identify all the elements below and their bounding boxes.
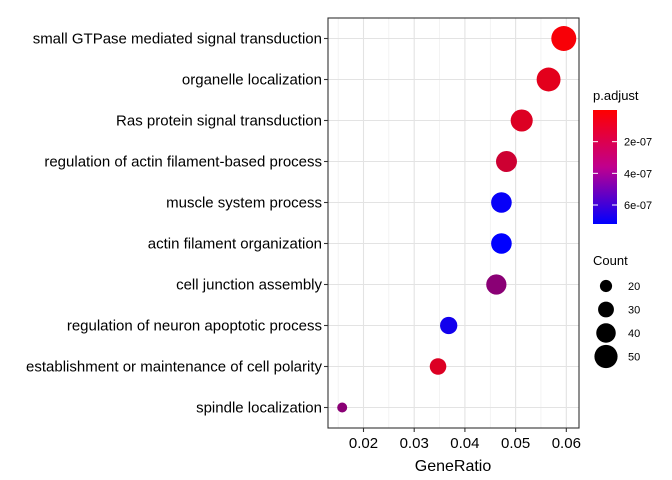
color-legend-label: 6e-07 [624,200,652,212]
x-tick-label: 0.04 [450,435,479,452]
size-legend-title: Count [593,253,628,268]
dot-establishment-or-maintenance-of-cell-polarity [430,358,447,375]
color-legend-label: 4e-07 [624,168,652,180]
size-legend-dot [596,323,616,343]
y-axis: small GTPase mediated signal transductio… [26,31,328,417]
size-legend-dot [598,302,614,318]
y-tick-label: organelle localization [182,72,322,89]
dot-regulation-of-actin-filament-based-process [496,151,517,172]
dot-spindle-localization [337,403,347,413]
dot-small-gtpase-mediated-signal-transduction [551,26,576,51]
y-tick-label: regulation of neuron apoptotic process [67,318,322,335]
size-legend-dot [600,280,612,292]
x-axis-title: GeneRatio [415,458,492,475]
size-legend-label: 20 [628,281,640,293]
dot-organelle-localization [537,68,561,92]
y-tick-label: actin filament organization [148,236,322,253]
size-legend-label: 50 [628,352,640,364]
x-tick-label: 0.05 [501,435,530,452]
color-legend: p.adjust 2e-07 4e-07 6e-07 [593,88,652,224]
size-legend-label: 40 [628,328,640,340]
color-legend-title: p.adjust [593,88,639,103]
x-tick-label: 0.06 [552,435,581,452]
color-legend-label: 2e-07 [624,137,652,149]
y-tick-label: spindle localization [196,400,322,417]
y-tick-label: cell junction assembly [176,277,322,294]
dot-cell-junction-assembly [486,274,506,294]
y-tick-label: regulation of actin filament-based proce… [44,154,322,171]
y-tick-label: small GTPase mediated signal transductio… [33,31,322,48]
size-legend-dot [594,345,617,368]
size-legend-label: 30 [628,305,640,317]
size-legend: Count 20 30 40 50 [593,253,640,368]
dot-muscle-system-process [491,192,512,213]
x-tick-label: 0.02 [349,435,378,452]
dot-ras-protein-signal-transduction [511,109,533,131]
y-tick-label: Ras protein signal transduction [116,113,322,130]
y-tick-label: establishment or maintenance of cell pol… [26,359,322,376]
y-tick-label: muscle system process [166,195,322,212]
dot-actin-filament-organization [491,233,512,254]
x-tick-label: 0.03 [400,435,429,452]
x-axis: 0.02 0.03 0.04 0.05 0.06 [349,428,581,452]
dot-regulation-of-neuron-apoptotic-process [440,317,457,334]
color-legend-bar [593,110,617,224]
